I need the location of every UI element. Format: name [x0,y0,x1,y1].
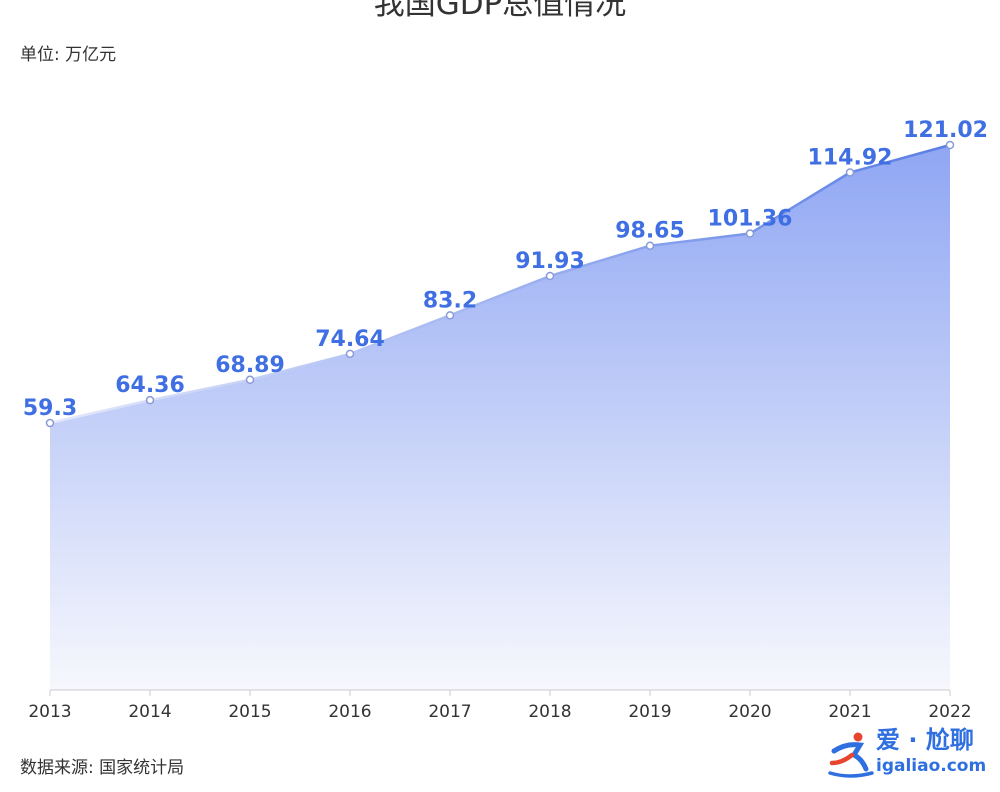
data-label-2018: 91.93 [515,249,585,274]
watermark-url-text: igaliao.com [876,756,987,776]
data-point-2017 [445,311,455,320]
data-label-2013: 59.3 [23,396,77,421]
data-point-2016 [345,349,355,359]
x-tick-label-2022: 2022 [928,702,971,722]
data-label-2016: 74.64 [315,327,385,352]
x-tick-label-2015: 2015 [228,702,271,722]
x-tick-label-2020: 2020 [728,702,771,722]
data-point-2015 [245,375,255,385]
x-tick-label-2017: 2017 [428,702,471,722]
x-tick-label-2018: 2018 [528,702,571,722]
data-label-2015: 68.89 [215,353,285,378]
x-tick-label-2021: 2021 [828,702,871,722]
x-tick-label-2016: 2016 [328,702,371,722]
data-point-2014 [145,395,155,405]
data-label-2020: 101.36 [708,207,793,232]
data-point-2019 [645,241,655,250]
unit-label: 单位: 万亿元 [20,45,117,65]
data-point-2018 [545,271,555,281]
watermark-cn-text: 爱 · 尬聊 [876,726,974,754]
data-point-2021 [845,168,855,177]
data-point-2020 [745,229,755,238]
gdp-area-fill [50,145,950,690]
data-point-2022 [945,140,955,150]
x-tick-label-2014: 2014 [128,702,171,722]
data-label-2019: 98.65 [615,219,685,244]
watermark-logo: 爱 · 尬聊 igaliao.com [828,725,988,785]
gdp-series-line [49,143,951,425]
source-label: 数据来源: 国家统计局 [20,758,185,778]
data-label-2022: 121.02 [903,118,988,143]
x-tick-label-2019: 2019 [628,702,671,722]
data-label-2017: 83.2 [423,288,477,313]
data-label-2014: 64.36 [115,373,185,398]
chart-title: 我国GDP总值情况 [373,0,627,22]
data-point-2013 [45,418,55,428]
data-label-2021: 114.92 [808,145,893,170]
x-tick-label-2013: 2013 [28,702,71,722]
runner-logo-icon [828,732,874,778]
